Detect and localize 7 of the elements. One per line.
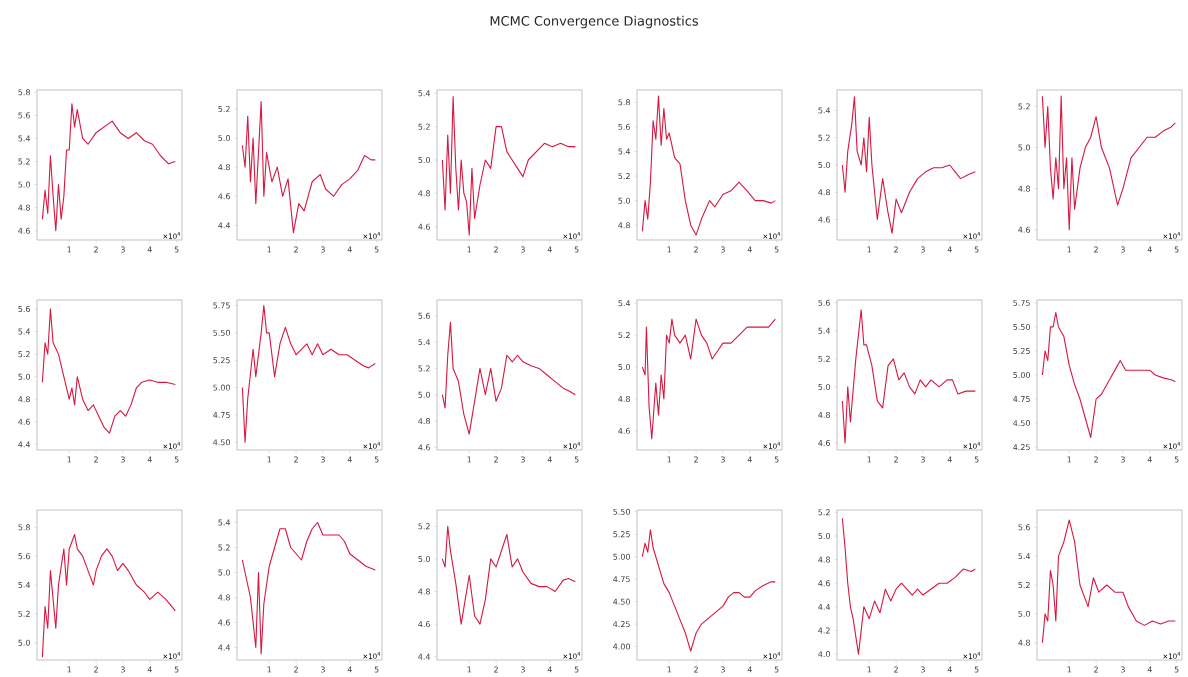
line-series bbox=[241, 304, 376, 443]
line-series bbox=[1041, 519, 1176, 644]
line-series bbox=[241, 101, 376, 234]
line-series bbox=[841, 309, 976, 444]
line-series bbox=[441, 525, 576, 625]
text: MCMC Convergence Diagnostics bbox=[490, 15, 698, 29]
line-series bbox=[41, 308, 176, 434]
